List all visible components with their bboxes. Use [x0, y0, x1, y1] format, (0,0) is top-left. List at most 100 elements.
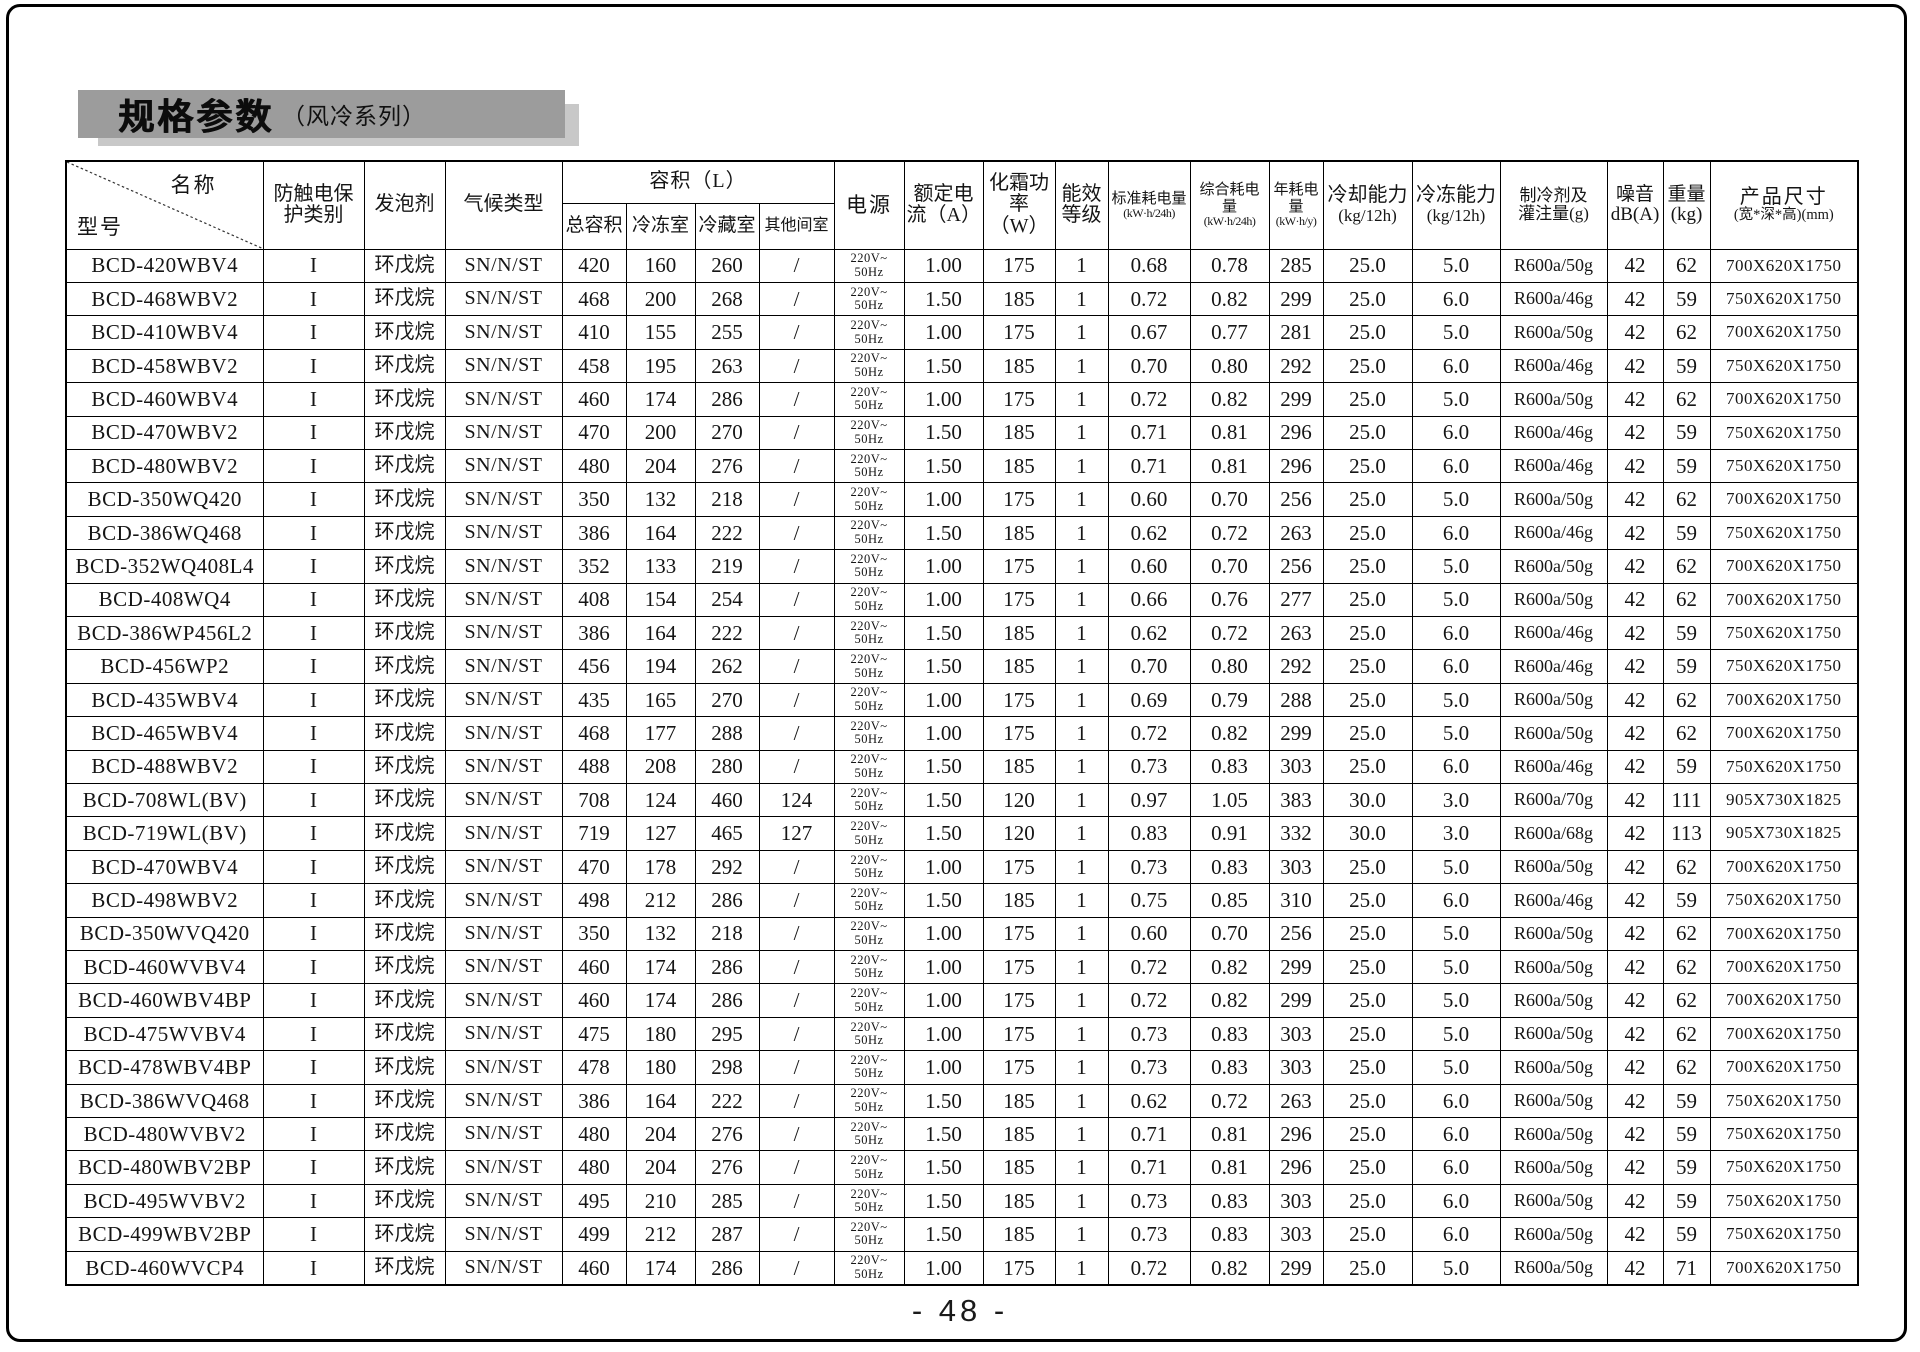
- cell-comprehensive-consumption: 0.83: [1189, 749, 1270, 785]
- cell-fridge-volume: 286: [694, 950, 760, 985]
- cell-fridge-volume: 270: [694, 682, 760, 718]
- cell-energy-grade: 1: [1054, 682, 1109, 718]
- cell-dimensions: 750X620X1750: [1709, 1150, 1859, 1185]
- cell-other-volume: /: [758, 515, 835, 551]
- cell-weight: 59: [1662, 1150, 1711, 1185]
- cell-protection: I: [262, 1183, 365, 1219]
- cell-model: BCD-435WBV4: [65, 682, 264, 718]
- cell-freezing-capacity: 5.0: [1411, 482, 1501, 517]
- cell-model: BCD-350WVQ420: [65, 916, 264, 952]
- cell-defrost-power: 175: [982, 315, 1056, 350]
- cell-freezer-volume: 132: [625, 482, 696, 517]
- cell-climate: SN/N/ST: [444, 1083, 563, 1119]
- cell-weight: 59: [1662, 448, 1711, 484]
- cell-total-volume: 386: [561, 515, 627, 551]
- cell-other-volume: /: [758, 615, 835, 651]
- cell-climate: SN/N/ST: [444, 1183, 563, 1219]
- cell-dimensions: 750X620X1750: [1709, 615, 1859, 651]
- cell-freezer-volume: 164: [625, 515, 696, 551]
- cell-noise: 42: [1606, 983, 1664, 1018]
- cell-power: 220V~ 50Hz: [833, 348, 905, 384]
- cell-defrost-power: 185: [982, 1150, 1056, 1185]
- cell-climate: SN/N/ST: [444, 448, 563, 484]
- cell-power: 220V~ 50Hz: [833, 1016, 905, 1052]
- cell-cooling-capacity: 25.0: [1322, 482, 1413, 517]
- cell-foaming: 环戊烷: [363, 716, 446, 751]
- table-row: BCD-386WP456L2 I 环戊烷 SN/N/ST 386 164 222/220V~…: [65, 615, 1859, 651]
- cell-weight: 59: [1662, 1117, 1711, 1152]
- cell-energy-grade: 1: [1054, 515, 1109, 551]
- cell-dimensions: 700X620X1750: [1709, 849, 1859, 885]
- cell-energy-grade: 1: [1054, 382, 1109, 417]
- cell-std-consumption: 0.70: [1107, 649, 1191, 684]
- cell-weight: 59: [1662, 749, 1711, 785]
- cell-std-consumption: 0.60: [1107, 549, 1191, 584]
- cell-cooling-capacity: 25.0: [1322, 1117, 1413, 1152]
- cell-noise: 42: [1606, 1016, 1664, 1052]
- cell-noise: 42: [1606, 682, 1664, 718]
- cell-climate: SN/N/ST: [444, 1150, 563, 1185]
- cell-annual-consumption: 277: [1268, 582, 1324, 617]
- cell-defrost-power: 175: [982, 582, 1056, 617]
- cell-rated-current: 1.50: [903, 883, 984, 918]
- header-defrost-power: 化霜功 率（W）: [982, 160, 1056, 250]
- cell-power: 220V~ 50Hz: [833, 916, 905, 952]
- cell-total-volume: 480: [561, 448, 627, 484]
- table-row: BCD-470WBV4 I 环戊烷 SN/N/ST 470 178 292/220V~ 50H…: [65, 849, 1859, 885]
- cell-freezing-capacity: 6.0: [1411, 749, 1501, 785]
- cell-comprehensive-consumption: 0.83: [1189, 1183, 1270, 1219]
- header-rated-current: 额定电 流（A）: [903, 160, 984, 250]
- cell-dimensions: 750X620X1750: [1709, 348, 1859, 384]
- cell-other-volume: /: [758, 1050, 835, 1085]
- cell-fridge-volume: 262: [694, 649, 760, 684]
- cell-refrigerant: R600a/50g: [1499, 950, 1608, 985]
- cell-std-consumption: 0.71: [1107, 448, 1191, 484]
- cell-climate: SN/N/ST: [444, 816, 563, 851]
- cell-freezing-capacity: 5.0: [1411, 983, 1501, 1018]
- cell-std-consumption: 0.66: [1107, 582, 1191, 617]
- cell-protection: I: [262, 382, 365, 417]
- cell-refrigerant: R600a/50g: [1499, 716, 1608, 751]
- cell-std-consumption: 0.72: [1107, 1250, 1191, 1286]
- cell-fridge-volume: 287: [694, 1217, 760, 1252]
- cell-noise: 42: [1606, 916, 1664, 952]
- cell-refrigerant: R600a/46g: [1499, 649, 1608, 684]
- cell-protection: I: [262, 315, 365, 350]
- cell-energy-grade: 1: [1054, 649, 1109, 684]
- cell-comprehensive-consumption: 0.85: [1189, 883, 1270, 918]
- cell-power: 220V~ 50Hz: [833, 1083, 905, 1119]
- cell-energy-grade: 1: [1054, 849, 1109, 885]
- cell-freezing-capacity: 6.0: [1411, 281, 1501, 317]
- cell-noise: 42: [1606, 782, 1664, 818]
- cell-climate: SN/N/ST: [444, 515, 563, 551]
- cell-total-volume: 460: [561, 1250, 627, 1286]
- cell-freezing-capacity: 3.0: [1411, 816, 1501, 851]
- cell-foaming: 环戊烷: [363, 448, 446, 484]
- cell-freezer-volume: 174: [625, 1250, 696, 1286]
- cell-comprehensive-consumption: 0.82: [1189, 716, 1270, 751]
- cell-foaming: 环戊烷: [363, 749, 446, 785]
- cell-fridge-volume: 218: [694, 482, 760, 517]
- cell-std-consumption: 0.97: [1107, 782, 1191, 818]
- cell-model: BCD-480WBV2: [65, 448, 264, 484]
- cell-std-consumption: 0.68: [1107, 248, 1191, 283]
- cell-freezer-volume: 177: [625, 716, 696, 751]
- cell-std-consumption: 0.72: [1107, 281, 1191, 317]
- cell-comprehensive-consumption: 0.82: [1189, 1250, 1270, 1286]
- cell-cooling-capacity: 25.0: [1322, 682, 1413, 718]
- cell-noise: 42: [1606, 1083, 1664, 1119]
- cell-other-volume: /: [758, 883, 835, 918]
- cell-annual-consumption: 296: [1268, 415, 1324, 450]
- cell-weight: 62: [1662, 950, 1711, 985]
- cell-climate: SN/N/ST: [444, 549, 563, 584]
- cell-std-consumption: 0.67: [1107, 315, 1191, 350]
- cell-other-volume: /: [758, 382, 835, 417]
- cell-other-volume: /: [758, 682, 835, 718]
- cell-defrost-power: 120: [982, 816, 1056, 851]
- cell-annual-consumption: 263: [1268, 615, 1324, 651]
- cell-protection: I: [262, 1250, 365, 1286]
- cell-model: BCD-386WQ468: [65, 515, 264, 551]
- cell-std-consumption: 0.71: [1107, 1150, 1191, 1185]
- cell-foaming: 环戊烷: [363, 1083, 446, 1119]
- cell-protection: I: [262, 582, 365, 617]
